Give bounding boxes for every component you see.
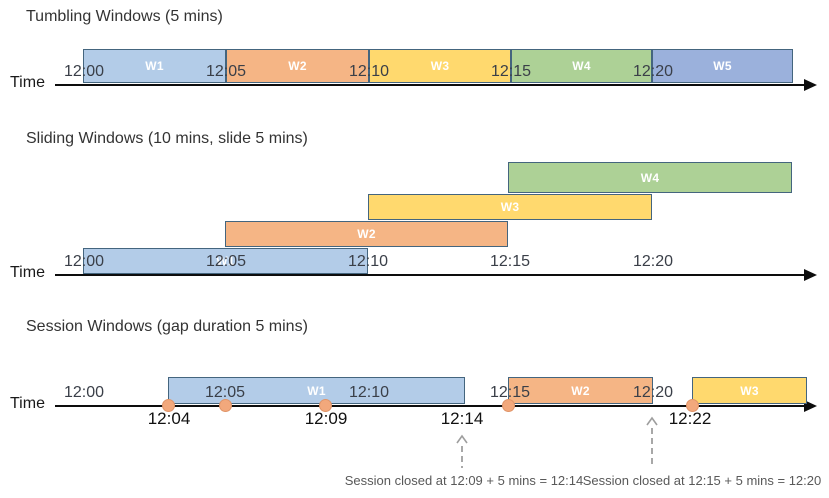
tick-label: 12:20	[632, 253, 674, 270]
tick-label: 12:05	[205, 63, 247, 80]
tumbling-time-axis	[55, 84, 807, 86]
window-label: W1	[307, 383, 326, 398]
tick-label: 12:05	[205, 253, 247, 270]
event-time-label: 12:04	[147, 409, 191, 428]
tick-label: 12:20	[632, 384, 674, 401]
session-time-axis	[55, 405, 807, 407]
window-label: W2	[571, 383, 590, 398]
window-label: W3	[500, 200, 520, 214]
sliding-title: Sliding Windows (10 mins, slide 5 mins)	[26, 130, 308, 147]
tick-label: 12:15	[490, 63, 532, 80]
tick-label: 12:10	[348, 384, 390, 401]
tumbling-window-w1: W1	[83, 49, 226, 83]
tumbling-window-w5: W5	[652, 49, 793, 83]
window-label: W3	[740, 383, 759, 398]
event-time-label: 12:22	[668, 409, 712, 428]
window-label: W4	[572, 59, 591, 73]
sliding-window-w4: W4	[508, 162, 792, 193]
axis-arrowhead-icon	[804, 79, 817, 91]
event-dot	[162, 399, 175, 412]
window-label: W2	[357, 227, 376, 241]
tumbling-title: Tumbling Windows (5 mins)	[26, 8, 223, 25]
tumbling-window-w4: W4	[511, 49, 652, 83]
tumbling-window-w2: W2	[226, 49, 369, 83]
window-label: W4	[640, 170, 660, 185]
tick-label: 12:15	[489, 253, 531, 270]
dashed-up-arrow-icon	[456, 434, 468, 468]
window-label: W5	[713, 59, 732, 73]
window-label: W1	[145, 59, 164, 73]
window-label: W2	[288, 59, 307, 73]
window-label: W3	[430, 59, 450, 73]
session-window-w3: W3	[692, 377, 807, 404]
window-label: W1	[216, 254, 235, 268]
tick-label: 12:00	[63, 63, 105, 80]
sliding-window-w3: W3	[368, 194, 652, 220]
axis-arrowhead-icon	[804, 269, 817, 281]
event-time-label: 12:09	[304, 409, 348, 428]
session-close-annotation: Session closed at 12:15 + 5 mins = 12:20	[582, 473, 822, 488]
tumbling-time-label: Time	[10, 74, 45, 91]
session-close-annotation: Session closed at 12:09 + 5 mins = 12:14	[344, 473, 584, 488]
axis-arrowhead-icon	[804, 400, 817, 412]
tick-label: 12:00	[63, 384, 105, 401]
tick-label: 12:05	[204, 384, 246, 401]
sliding-window-w2: W2	[225, 221, 508, 247]
tumbling-window-w3: W3	[369, 49, 511, 83]
sliding-window-w1: W1	[83, 248, 368, 274]
session-time-label: Time	[10, 395, 45, 412]
session-window-w2: W2	[508, 377, 653, 404]
event-time-label: 12:14	[440, 409, 484, 428]
session-title: Session Windows (gap duration 5 mins)	[26, 318, 308, 335]
tick-label: 12:10	[348, 63, 390, 80]
tick-label: 12:15	[489, 384, 531, 401]
sliding-time-axis	[55, 274, 807, 276]
event-dot	[219, 399, 232, 412]
tick-label: 12:20	[632, 63, 674, 80]
event-dot	[686, 399, 699, 412]
dashed-up-arrow-icon	[646, 416, 658, 466]
session-window-w1: W1	[168, 377, 465, 404]
tick-label: 12:00	[63, 253, 105, 270]
sliding-time-label: Time	[10, 264, 45, 281]
event-dot	[502, 399, 515, 412]
event-dot	[319, 399, 332, 412]
tick-label: 12:10	[347, 253, 389, 270]
